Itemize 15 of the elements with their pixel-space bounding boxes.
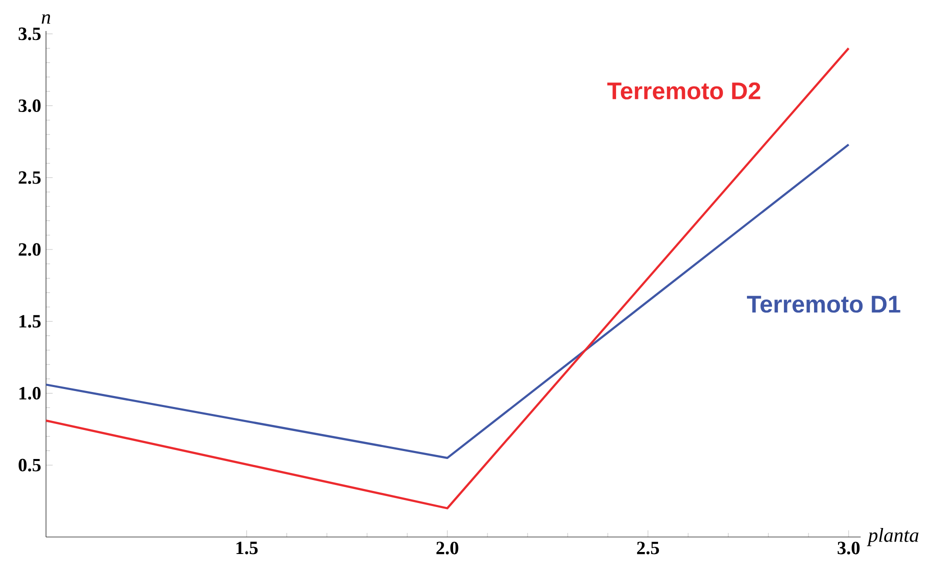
series-label: Terremoto D2: [607, 82, 760, 100]
y-tick-label: 3.0: [18, 99, 41, 112]
y-axis-title: n: [42, 14, 50, 24]
x-tick-label: 3.0: [838, 542, 860, 554]
y-tick-label: 1.0: [19, 386, 41, 400]
text: Terremoto D1: [746, 296, 900, 313]
y-tick-label: 1.5: [19, 315, 41, 328]
x-tick-label: 2.0: [436, 542, 458, 554]
x-tick-label: 1.5: [236, 542, 258, 554]
x-tick-label: 2.5: [637, 542, 659, 554]
y-tick-label: 2.0: [18, 243, 41, 256]
y-tick-label: 0.5: [18, 458, 41, 472]
x-axis-title: planta: [866, 528, 918, 546]
y-tick-label: 3.5: [18, 28, 41, 40]
y-tick-label: 2.5: [18, 171, 41, 184]
